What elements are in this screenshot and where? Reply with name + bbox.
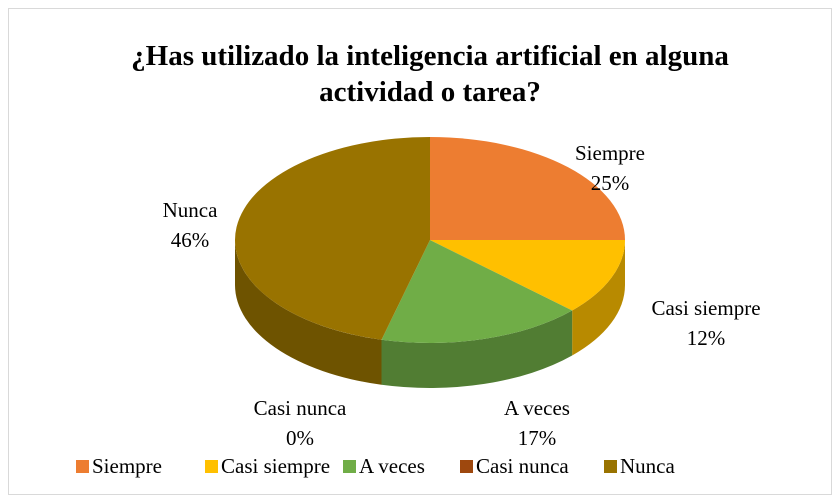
pie-slice xyxy=(430,137,625,240)
legend-label: Siempre xyxy=(92,454,162,478)
legend-swatch xyxy=(76,460,89,473)
data-label-category: A veces xyxy=(504,396,570,420)
slice-side xyxy=(235,240,382,385)
data-label-category: Nunca xyxy=(163,198,218,222)
pie-slice xyxy=(234,137,430,340)
legend-swatch xyxy=(460,460,473,473)
legend-label: Casi siempre xyxy=(221,454,330,478)
legend-label: A veces xyxy=(359,454,425,478)
pie-slice xyxy=(430,240,625,311)
title-line: ¿Has utilizado la inteligencia artificia… xyxy=(131,40,729,72)
legend-swatch xyxy=(205,460,218,473)
chart-title: ¿Has utilizado la inteligencia artificia… xyxy=(131,40,729,108)
data-label-category: Siempre xyxy=(575,141,645,165)
slice-side xyxy=(572,240,625,356)
data-label-value: 12% xyxy=(687,326,726,350)
legend-label: Casi nunca xyxy=(476,454,569,478)
legend-swatch xyxy=(604,460,617,473)
legend-label: Nunca xyxy=(620,454,675,478)
data-label-category: Casi nunca xyxy=(254,396,347,420)
data-label-value: 17% xyxy=(518,426,557,450)
pie-slice xyxy=(381,240,573,343)
title-line: actividad o tarea? xyxy=(319,76,541,108)
slice-side xyxy=(381,310,573,389)
data-label-value: 0% xyxy=(286,426,314,450)
data-label-value: 46% xyxy=(171,228,210,252)
data-label-value: 25% xyxy=(591,171,630,195)
legend-swatch xyxy=(343,460,356,473)
data-label-category: Casi siempre xyxy=(651,296,760,320)
